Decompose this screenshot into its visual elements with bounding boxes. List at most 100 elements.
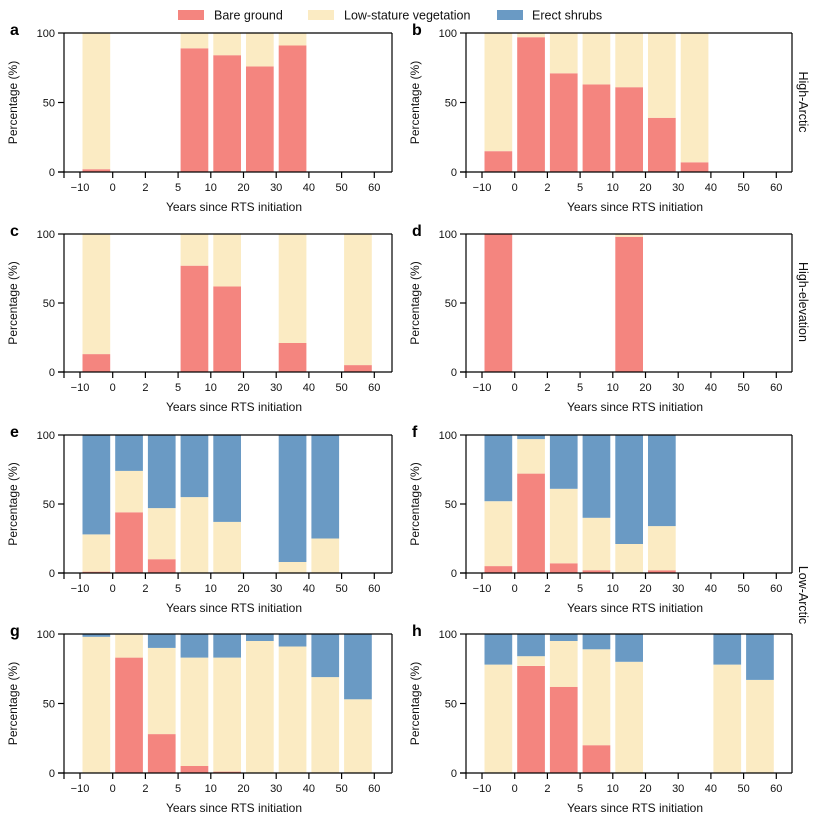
x-tick-label: 20	[639, 783, 651, 795]
panel-letter: f	[412, 424, 418, 441]
bar-f-low-4	[615, 544, 643, 573]
x-tick-label: 10	[205, 783, 217, 795]
x-tick-label: 60	[770, 382, 782, 394]
x-tick-label: 0	[512, 783, 518, 795]
x-tick-label: 10	[607, 182, 619, 194]
bar-g-shrub-7	[311, 634, 340, 678]
x-tick-label: 0	[110, 783, 116, 795]
bar-b-bare-4	[615, 87, 643, 172]
row-label: High-Arctic	[796, 71, 810, 132]
legend-label-shrub: Erect shrubs	[532, 9, 602, 23]
bar-c-bare-4	[213, 286, 241, 372]
y-axis-label: Percentage (%)	[6, 61, 20, 144]
bar-f-shrub-2	[549, 435, 578, 489]
bar-h-bare-2	[549, 686, 578, 773]
bar-a-low-4	[213, 33, 241, 56]
bar-d-bare-0	[484, 234, 513, 372]
x-axis-label: Years since RTS initiation	[166, 801, 302, 815]
x-tick-label: 2	[142, 182, 148, 194]
panel-e: 0 50 100 −10 0 2 5 10 20 30 40 50 60 Years since RTS …	[6, 424, 393, 615]
panel-c: 0 50 100 −10 0 2 5 10 20 30 40 50 60 Years since RTS …	[6, 223, 393, 414]
x-tick-label: 30	[270, 382, 282, 394]
x-tick-label: 5	[577, 783, 583, 795]
bar-b-bare-6	[680, 162, 709, 172]
bar-f-shrub-3	[582, 435, 611, 518]
bar-f-bare-2	[549, 563, 578, 573]
x-tick-label: 5	[175, 783, 181, 795]
x-tick-label: 50	[737, 783, 749, 795]
bar-e-low-7	[311, 538, 340, 573]
x-tick-label: 5	[577, 583, 583, 595]
x-tick-label: 40	[303, 382, 315, 394]
bar-c-low-6	[278, 234, 307, 343]
x-tick-label: 30	[672, 182, 684, 194]
panel-b: 0 50 100 −10 0 2 5 10 20 30 40 50 60 Years since RTS …	[408, 22, 793, 214]
x-tick-label: 2	[544, 382, 550, 394]
bar-g-low-1	[115, 634, 143, 658]
bar-c-low-0	[82, 234, 111, 355]
bar-b-low-6	[680, 33, 709, 163]
bar-a-bare-6	[278, 45, 307, 172]
bar-e-shrub-6	[278, 435, 307, 562]
x-tick-label: 20	[237, 583, 249, 595]
bar-c-bare-3	[180, 265, 209, 372]
x-tick-label: 2	[544, 783, 550, 795]
bar-e-shrub-4	[213, 435, 241, 522]
x-tick-label: 60	[770, 783, 782, 795]
y-tick-label: 100	[439, 28, 457, 40]
bar-f-low-5	[648, 526, 676, 571]
row-label: Low-Arctic	[796, 566, 810, 624]
bar-c-bare-0	[82, 354, 111, 372]
y-tick-label: 100	[37, 229, 55, 241]
bar-h-shrub-7	[713, 634, 742, 665]
bar-f-low-0	[484, 501, 513, 567]
panel-h: 0 50 100 −10 0 2 5 10 20 30 40 50 60 Years since RTS …	[408, 623, 793, 815]
bar-a-low-0	[82, 33, 111, 170]
bar-h-bare-3	[582, 745, 611, 773]
bar-b-low-1	[517, 33, 545, 38]
y-tick-label: 0	[49, 768, 55, 780]
bar-f-bare-0	[484, 566, 513, 573]
y-tick-label: 100	[37, 28, 55, 40]
bar-b-bare-5	[648, 117, 676, 172]
x-tick-label: 5	[577, 382, 583, 394]
bar-g-bare-3	[180, 766, 209, 773]
panel-letter: a	[10, 22, 19, 39]
y-tick-label: 100	[37, 629, 55, 641]
y-tick-label: 0	[49, 568, 55, 580]
x-tick-label: 0	[512, 182, 518, 194]
bar-e-bare-0	[82, 571, 111, 573]
y-tick-label: 100	[439, 629, 457, 641]
bar-h-shrub-2	[549, 634, 578, 641]
x-tick-label: 40	[705, 583, 717, 595]
bar-e-shrub-1	[115, 435, 143, 471]
bar-g-shrub-5	[246, 634, 274, 641]
x-tick-label: −10	[473, 382, 492, 394]
x-axis-label: Years since RTS initiation	[567, 200, 703, 214]
y-tick-label: 50	[43, 298, 55, 310]
bar-e-low-4	[213, 521, 241, 573]
x-tick-label: 50	[335, 182, 347, 194]
bar-c-bare-6	[278, 343, 307, 372]
x-tick-label: 40	[705, 182, 717, 194]
x-tick-label: 20	[237, 783, 249, 795]
x-tick-label: 60	[368, 783, 380, 795]
bar-f-shrub-0	[484, 435, 513, 502]
bar-b-low-2	[549, 33, 578, 74]
x-tick-label: 0	[110, 182, 116, 194]
bar-f-low-1	[517, 439, 545, 474]
bar-g-bare-1	[115, 657, 143, 773]
x-tick-label: 5	[577, 182, 583, 194]
bar-e-low-1	[115, 470, 143, 513]
y-axis-label: Percentage (%)	[408, 662, 422, 745]
bar-h-low-8	[746, 679, 774, 773]
bar-h-low-4	[615, 661, 643, 773]
y-axis-label: Percentage (%)	[6, 261, 20, 344]
bar-e-shrub-3	[180, 435, 209, 498]
x-tick-label: 40	[303, 583, 315, 595]
bar-h-low-1	[517, 656, 545, 666]
legend-swatch-shrub	[497, 10, 523, 20]
bar-h-shrub-3	[582, 634, 611, 650]
x-tick-label: 60	[770, 583, 782, 595]
y-tick-label: 0	[451, 568, 457, 580]
